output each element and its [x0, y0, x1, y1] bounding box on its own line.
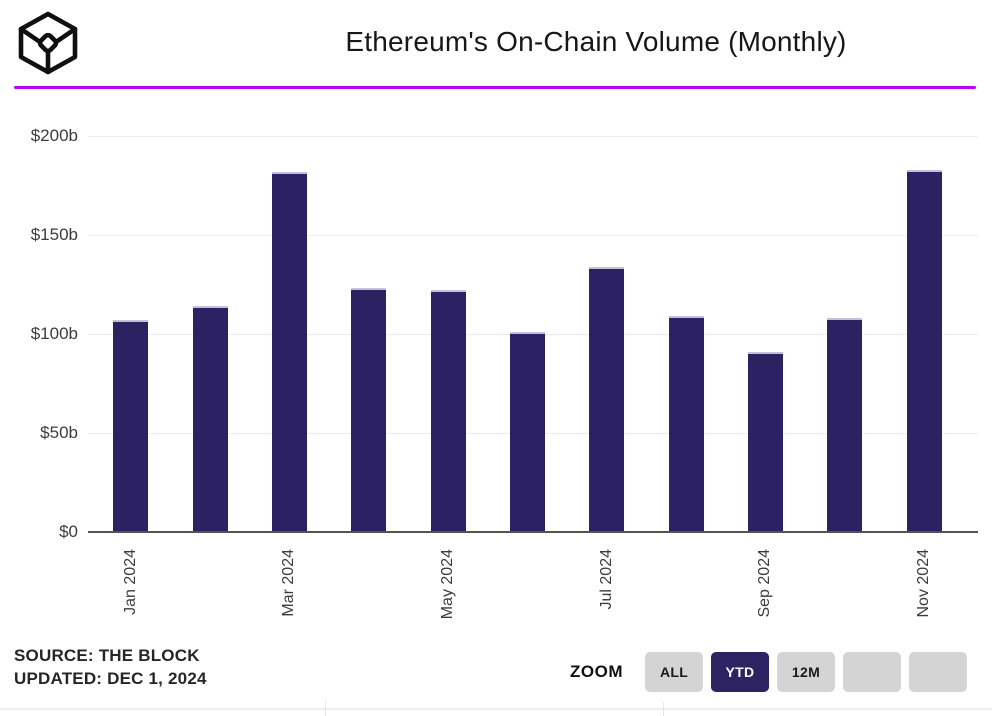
bar-feb-2024[interactable] [192, 306, 228, 532]
zoom-button-ytd[interactable]: YTD [711, 652, 769, 692]
updated-line: UPDATED: DEC 1, 2024 [14, 669, 207, 688]
zoom-label: ZOOM [570, 662, 623, 681]
zoom-button-blank-3[interactable] [843, 652, 901, 692]
zoom-button-blank-4[interactable] [909, 652, 967, 692]
y-axis-tick-label: $0 [59, 522, 78, 541]
bar-aug-2024[interactable] [668, 316, 704, 532]
bar-sep-2024[interactable] [747, 351, 783, 532]
bar-nov-2024[interactable] [906, 169, 942, 532]
gridline-$200b [88, 136, 978, 137]
zoom-button-12m[interactable]: 12M [777, 652, 835, 692]
data-table-top-border [0, 708, 992, 710]
source-line: SOURCE: THE BLOCK [14, 646, 200, 665]
zoom-button-all[interactable]: ALL [645, 652, 703, 692]
y-axis-tick-label: $150b [30, 225, 78, 244]
data-table-column-divider [325, 702, 326, 716]
x-axis-tick-label: Jan 2024 [121, 549, 139, 615]
x-axis-tick-label: Nov 2024 [915, 549, 932, 618]
gridline-$150b [88, 235, 978, 236]
x-axis-tick-label: Sep 2024 [756, 549, 774, 618]
x-axis-tick-label: Mar 2024 [280, 549, 298, 617]
y-axis-tick-label: $200b [30, 126, 78, 145]
bar-apr-2024[interactable] [351, 288, 387, 532]
bar-jul-2024[interactable] [589, 266, 625, 532]
x-axis-tick-label: Jul 2024 [597, 549, 615, 610]
x-axis-tick-label: May 2024 [439, 549, 457, 620]
bar-mar-2024[interactable] [271, 171, 307, 532]
y-axis-tick-label: $100b [30, 324, 78, 343]
bar-may-2024[interactable] [430, 290, 466, 532]
bar-jun-2024[interactable] [509, 332, 545, 532]
data-table-column-divider [663, 702, 664, 716]
x-axis-line [88, 530, 978, 533]
y-axis-tick-label: $50b [40, 423, 78, 442]
zoom-button-group: ALL YTD 12M [645, 652, 967, 692]
bar-jan-2024[interactable] [113, 320, 149, 532]
the-block-logo-icon [18, 11, 78, 75]
magenta-divider [14, 86, 976, 89]
chart-title: Ethereum's On-Chain Volume (Monthly) [345, 26, 847, 57]
source-attribution: SOURCE: THE BLOCK UPDATED: DEC 1, 2024 [14, 644, 207, 690]
bar-oct-2024[interactable] [827, 318, 863, 532]
